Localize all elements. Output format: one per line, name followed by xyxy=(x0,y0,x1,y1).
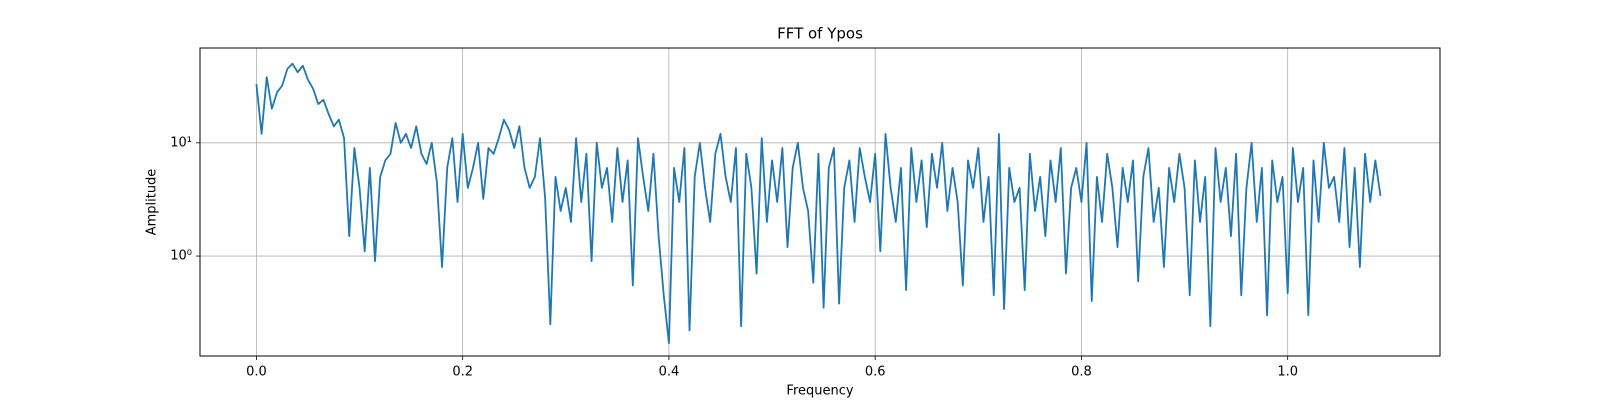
x-tick-label: 0.4 xyxy=(659,365,680,380)
x-tick-label: 0.6 xyxy=(865,365,886,380)
x-tick-label: 1.0 xyxy=(1277,365,1298,380)
x-tick-label: 0.2 xyxy=(452,365,473,380)
y-tick-label: 10¹ xyxy=(170,135,192,150)
plot-frame xyxy=(199,47,1441,357)
y-tick-label: 10⁰ xyxy=(170,249,192,264)
x-tick-label: 0.0 xyxy=(246,365,267,380)
x-tick-label: 0.8 xyxy=(1071,365,1092,380)
y-axis-label: Amplitude xyxy=(145,169,160,236)
x-axis-label: Frequency xyxy=(786,384,853,399)
data-line xyxy=(255,62,1382,345)
chart-title: FFT of Ypos xyxy=(777,25,863,43)
